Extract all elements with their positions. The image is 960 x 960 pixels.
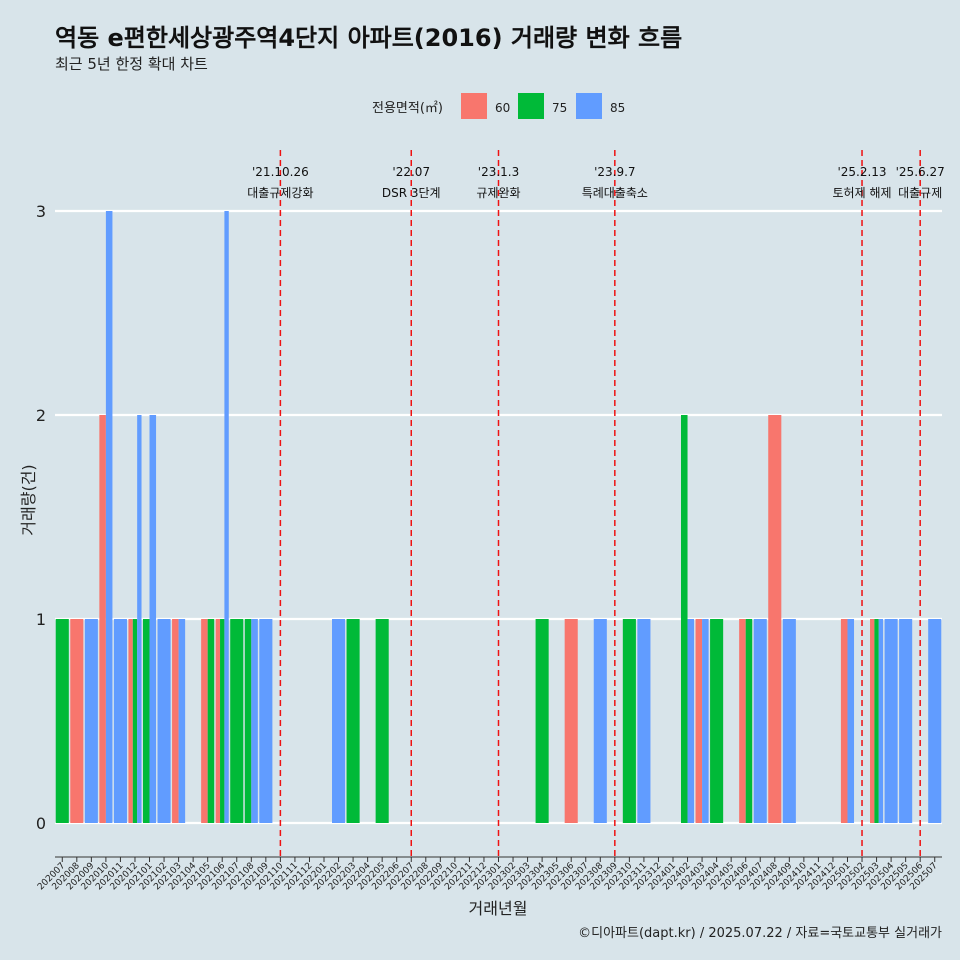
bar-85-202402 xyxy=(687,619,695,823)
bar-85-202403 xyxy=(702,619,709,823)
bar-85-202101 xyxy=(149,415,157,823)
bar-60-202008 xyxy=(70,619,84,823)
event-label: 대출규제 xyxy=(898,186,942,200)
bar-75-202012 xyxy=(132,619,138,823)
legend-title: 전용면적(㎡) xyxy=(372,101,443,116)
bar-75-202107 xyxy=(230,619,244,823)
bar-75-202310 xyxy=(622,619,636,823)
y-tick-label: 0 xyxy=(36,814,46,833)
bar-60-202403 xyxy=(695,619,703,823)
bar-60-202503 xyxy=(870,619,875,823)
event-date: '25.2.13 xyxy=(837,165,886,179)
gridlines: 0 1 2 3 xyxy=(36,202,942,833)
legend-swatch-85 xyxy=(576,93,602,119)
bar-60-202105 xyxy=(201,619,208,823)
bar-75-202503 xyxy=(874,619,879,823)
bar-75-202106 xyxy=(220,619,225,823)
legend-label-75: 75 xyxy=(552,101,567,115)
bar-85-202010 xyxy=(105,211,113,823)
bar-60-202501 xyxy=(840,619,848,823)
bar-85-202503 xyxy=(878,619,884,823)
event-date: '23.1.3 xyxy=(478,165,519,179)
bar-60-202012 xyxy=(128,619,133,823)
bar-60-202106 xyxy=(215,619,221,823)
bar-85-202409 xyxy=(782,619,796,823)
y-axis-label: 거래량(건) xyxy=(19,464,38,535)
bar-75-202304 xyxy=(535,619,549,823)
bar-85-202308 xyxy=(593,619,607,823)
event-label: 대출규제강화 xyxy=(247,186,313,200)
bar-75-202402 xyxy=(680,415,688,823)
y-tick-label: 2 xyxy=(36,406,46,425)
bar-75-202203 xyxy=(346,619,360,823)
legend: 전용면적(㎡) 60 75 85 xyxy=(372,93,625,119)
bar-85-202501 xyxy=(847,619,855,823)
event-label: 토허제 해제 xyxy=(833,186,892,200)
bar-75-202404 xyxy=(710,619,724,823)
bar-60-202306 xyxy=(564,619,578,823)
bar-85-202109 xyxy=(259,619,273,823)
y-tick-label: 3 xyxy=(36,202,46,221)
bar-85-202009 xyxy=(84,619,98,823)
legend-swatch-75 xyxy=(518,93,544,119)
bar-85-202103 xyxy=(178,619,186,823)
bar-85-202108 xyxy=(251,619,258,823)
bar-85-202106 xyxy=(224,211,229,823)
legend-label-85: 85 xyxy=(610,101,625,115)
bar-75-202406 xyxy=(745,619,753,823)
bar-85-202504 xyxy=(884,619,898,823)
bar-85-202507 xyxy=(928,619,942,823)
y-tick-label: 1 xyxy=(36,610,46,629)
axes: 2020072020082020092020102020112020122021… xyxy=(36,856,942,892)
bar-75-202205 xyxy=(375,619,389,823)
x-axis-label: 거래년월 xyxy=(469,899,528,918)
bar-60-202408 xyxy=(768,415,782,823)
bar-85-202011 xyxy=(113,619,127,823)
legend-swatch-60 xyxy=(461,93,487,119)
bar-85-202202 xyxy=(332,619,346,823)
chart-subtitle: 최근 5년 한정 확대 차트 xyxy=(55,55,208,73)
event-label: DSR 3단계 xyxy=(382,186,441,200)
bar-60-202406 xyxy=(739,619,746,823)
bar-60-202103 xyxy=(172,619,179,823)
chart-title: 역동 e편한세상광주역4단지 아파트(2016) 거래량 변화 흐름 xyxy=(55,24,683,52)
bar-85-202102 xyxy=(157,619,171,823)
bar-85-202505 xyxy=(899,619,913,823)
bars xyxy=(55,211,942,823)
source-caption: ©디아파트(dapt.kr) / 2025.07.22 / 자료=국토교통부 실… xyxy=(578,926,942,941)
event-label: 특례대출축소 xyxy=(582,186,648,200)
event-date: '25.6.27 xyxy=(896,165,945,179)
bar-75-202105 xyxy=(207,619,215,823)
legend-label-60: 60 xyxy=(495,101,510,115)
event-annotations: '21.10.26 대출규제강화 '22.07 DSR 3단계 '23.1.3 규제완화 '… xyxy=(247,150,945,858)
event-label: 규제완화 xyxy=(476,186,520,200)
bar-85-202311 xyxy=(637,619,651,823)
event-date: '23.9.7 xyxy=(594,165,635,179)
event-date: '21.10.26 xyxy=(252,165,309,179)
event-date: '22.07 xyxy=(392,165,430,179)
bar-85-202407 xyxy=(753,619,767,823)
bar-75-202101 xyxy=(142,619,150,823)
bar-60-202010 xyxy=(99,415,106,823)
bar-75-202007 xyxy=(55,619,69,823)
bar-85-202012 xyxy=(137,415,142,823)
bar-75-202108 xyxy=(244,619,252,823)
